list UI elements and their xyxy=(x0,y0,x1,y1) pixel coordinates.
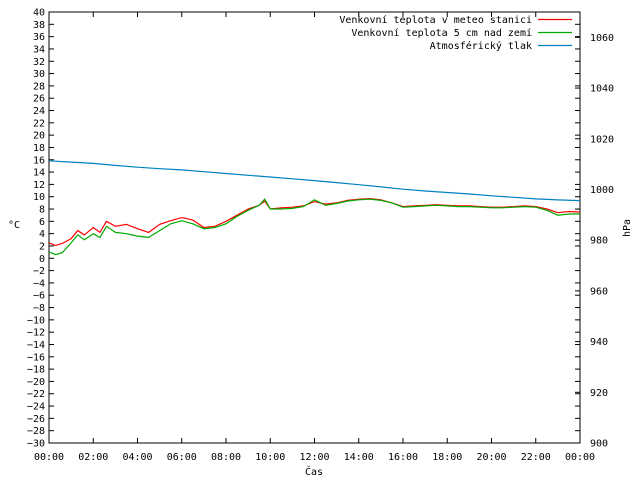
y-tick-label: 12 xyxy=(33,180,45,191)
y-tick-label: −2 xyxy=(33,266,45,277)
x-tick-label: 20:00 xyxy=(476,452,506,463)
y-tick-label: −26 xyxy=(27,414,45,425)
y-tick-label: 24 xyxy=(33,106,45,117)
y2-tick-label: 1060 xyxy=(590,33,614,44)
series-layer xyxy=(48,160,581,256)
x-tick-label: 06:00 xyxy=(167,452,197,463)
y2-tick-label: 920 xyxy=(590,388,608,399)
y-tick-label: −28 xyxy=(27,426,45,437)
y-tick-label: 40 xyxy=(33,8,45,19)
y-tick-label: −14 xyxy=(27,340,45,351)
y-axis-left: −30−28−26−24−22−20−18−16−14−12−10−8−6−4−… xyxy=(27,8,580,450)
y2-tick-label: 1020 xyxy=(590,134,614,145)
y-tick-label: 14 xyxy=(33,168,45,179)
y-tick-label: 34 xyxy=(33,44,45,55)
y-axis-label: °C xyxy=(8,220,20,231)
y-tick-label: −6 xyxy=(33,291,45,302)
y2-tick-label: 980 xyxy=(590,236,608,247)
y-axis-right: 900 920 940 960 980 1000 1020 1040 1060 xyxy=(575,33,614,450)
y-tick-label: −12 xyxy=(27,328,45,339)
y-tick-label: 26 xyxy=(33,94,45,105)
y-tick-label: 10 xyxy=(33,192,45,203)
legend-label-2: Venkovní teplota 5 cm nad zemí xyxy=(351,27,532,39)
y-tick-label: 2 xyxy=(39,241,45,252)
y-tick-label: −4 xyxy=(33,278,45,289)
y-tick-label: 38 xyxy=(33,20,45,31)
plot-frame xyxy=(48,11,581,444)
y2-tick-label: 1040 xyxy=(590,84,614,95)
y-tick-label: 36 xyxy=(33,32,45,43)
y2-tick-label: 1000 xyxy=(590,185,614,196)
x-tick-label: 08:00 xyxy=(211,452,241,463)
y-tick-label: 6 xyxy=(39,217,45,228)
y-tick-label: −18 xyxy=(27,365,45,376)
y-tick-label: −22 xyxy=(27,389,45,400)
x-tick-label: 02:00 xyxy=(78,452,108,463)
x-tick-label: 00:00 xyxy=(34,452,64,463)
y-tick-label: −20 xyxy=(27,377,45,388)
x-tick-label: 16:00 xyxy=(388,452,418,463)
x-axis: 00:00 02:00 04:00 06:00 08:00 10:00 12:00 14:00… xyxy=(34,12,595,463)
series-line-1 xyxy=(48,197,581,247)
x-tick-label: 04:00 xyxy=(122,452,152,463)
y-tick-label: 20 xyxy=(33,131,45,142)
legend-label-1: Venkovní teplota v meteo stanici xyxy=(339,14,532,26)
x-tick-label: 00:00 xyxy=(565,452,595,463)
x-tick-label: 14:00 xyxy=(344,452,374,463)
y-tick-label: −16 xyxy=(27,352,45,363)
y-tick-label: 4 xyxy=(39,229,45,240)
y-tick-label: −24 xyxy=(27,402,45,413)
y2-tick-label: 940 xyxy=(590,337,608,348)
y-tick-label: 30 xyxy=(33,69,45,80)
series-line-2 xyxy=(48,198,580,256)
y-tick-label: 22 xyxy=(33,118,45,129)
series-line-3 xyxy=(48,160,581,202)
x-tick-label: 12:00 xyxy=(299,452,329,463)
y-tick-label: 28 xyxy=(33,81,45,92)
legend: Venkovní teplota v meteo staniciVenkovní… xyxy=(339,14,572,52)
y-tick-label: −10 xyxy=(27,315,45,326)
y-tick-label: 0 xyxy=(39,254,45,265)
y-tick-label: −8 xyxy=(33,303,45,314)
y-tick-label: −30 xyxy=(27,439,45,450)
x-axis-label: Čas xyxy=(305,465,323,478)
y-tick-label: 32 xyxy=(33,57,45,68)
x-tick-label: 22:00 xyxy=(521,452,551,463)
y-tick-label: 16 xyxy=(33,155,45,166)
y2-axis-label: hPa xyxy=(622,219,633,237)
legend-label-3: Atmosférický tlak xyxy=(430,40,532,52)
x-tick-label: 18:00 xyxy=(432,452,462,463)
y2-tick-label: 960 xyxy=(590,286,608,297)
y2-tick-label: 900 xyxy=(590,439,608,450)
y-tick-label: 8 xyxy=(39,205,45,216)
x-tick-label: 10:00 xyxy=(255,452,285,463)
y-tick-label: 18 xyxy=(33,143,45,154)
